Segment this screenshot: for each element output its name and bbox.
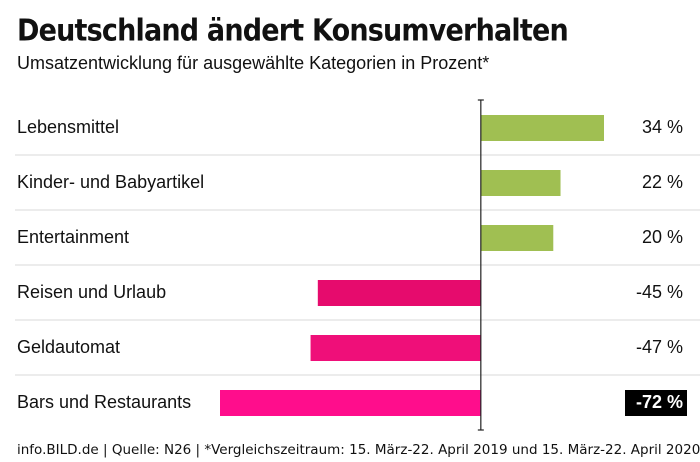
- value-label: -72 %: [636, 392, 683, 412]
- category-label: Kinder- und Babyartikel: [17, 172, 204, 192]
- bar: [480, 115, 604, 141]
- footnote: info.BILD.de | Quelle: N26 | *Vergleichs…: [17, 442, 700, 458]
- chart-title: Deutschland ändert Konsumverhalten: [17, 14, 568, 49]
- bar: [480, 170, 561, 196]
- value-label: 34 %: [642, 117, 683, 137]
- value-label: 20 %: [642, 227, 683, 247]
- value-label: -45 %: [636, 282, 683, 302]
- bar: [480, 225, 554, 251]
- value-label: -47 %: [636, 337, 683, 357]
- bar: [310, 335, 481, 361]
- category-label: Bars und Restaurants: [17, 392, 191, 412]
- value-label: 22 %: [642, 172, 683, 192]
- category-label: Entertainment: [17, 227, 129, 247]
- category-label: Reisen und Urlaub: [17, 282, 166, 302]
- category-label: Geldautomat: [17, 337, 120, 357]
- chart-subtitle: Umsatzentwicklung für ausgewählte Katego…: [17, 53, 489, 73]
- value-label-bg: [625, 390, 687, 416]
- category-label: Lebensmittel: [17, 117, 119, 137]
- bar: [220, 390, 481, 416]
- bar: [317, 280, 481, 306]
